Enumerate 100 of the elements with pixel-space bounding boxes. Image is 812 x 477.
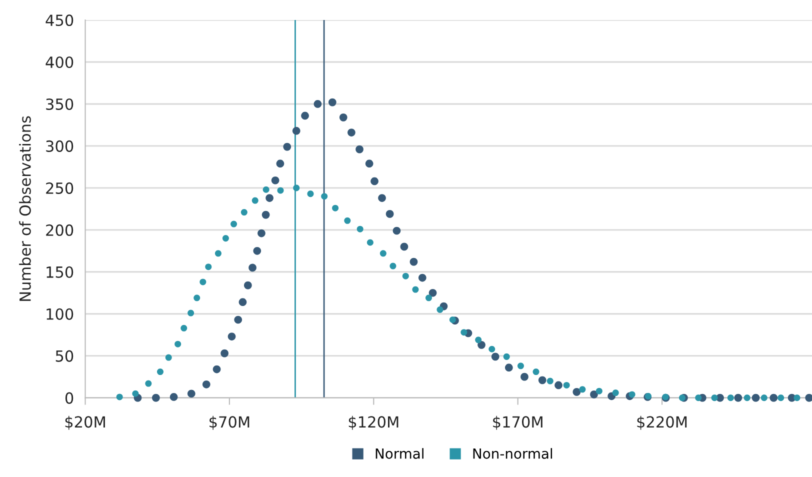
- point: [532, 368, 540, 376]
- point: [805, 394, 812, 402]
- point: [200, 278, 206, 286]
- point: [314, 100, 322, 108]
- y-tick-label: 350: [46, 98, 74, 110]
- point: [180, 324, 188, 332]
- point: [392, 226, 401, 235]
- point: [356, 145, 364, 154]
- point: [307, 190, 314, 198]
- point: [546, 378, 554, 384]
- point: [538, 376, 546, 384]
- point: [504, 364, 513, 372]
- point: [240, 209, 248, 216]
- point: [214, 250, 222, 257]
- point: [276, 160, 284, 168]
- point: [380, 250, 386, 257]
- point: [386, 210, 394, 218]
- point: [428, 288, 437, 297]
- point: [744, 394, 750, 402]
- point: [292, 126, 300, 135]
- point: [572, 388, 581, 396]
- point: [248, 264, 256, 272]
- y-tick-label: 250: [46, 182, 74, 194]
- x-tick-label: $70M: [210, 416, 250, 430]
- point: [170, 393, 178, 401]
- y-tick-label: 400: [46, 56, 74, 68]
- point: [258, 229, 266, 238]
- point: [734, 394, 742, 402]
- point: [230, 220, 238, 228]
- point: [449, 316, 456, 323]
- point: [187, 390, 196, 398]
- x-tick-label: $120M: [348, 416, 398, 430]
- point: [165, 354, 172, 361]
- point: [794, 394, 800, 402]
- point: [222, 235, 229, 242]
- point: [520, 372, 528, 381]
- point: [152, 394, 160, 402]
- point: [116, 394, 123, 400]
- point: [344, 217, 351, 224]
- point: [579, 386, 586, 393]
- point: [277, 187, 284, 194]
- point: [356, 226, 364, 232]
- point: [293, 184, 300, 192]
- point: [145, 380, 152, 387]
- point: [410, 258, 418, 266]
- point: [770, 394, 778, 402]
- point: [252, 197, 258, 204]
- point: [760, 394, 768, 402]
- point: [365, 160, 374, 168]
- point: [491, 352, 500, 361]
- point: [220, 349, 228, 358]
- point: [778, 394, 784, 402]
- y-tick-label: 300: [46, 140, 74, 152]
- point: [488, 346, 496, 352]
- point: [156, 368, 164, 376]
- point: [266, 194, 274, 202]
- point: [212, 365, 221, 374]
- point: [234, 316, 242, 324]
- point: [503, 353, 510, 360]
- point: [390, 262, 396, 270]
- point: [366, 239, 374, 246]
- point: [517, 362, 524, 370]
- point: [628, 391, 636, 398]
- point: [554, 381, 562, 390]
- point: [194, 294, 200, 302]
- y-tick-label: 50: [56, 350, 74, 362]
- point: [202, 380, 210, 388]
- point: [436, 306, 444, 313]
- point: [590, 390, 598, 398]
- point: [339, 113, 348, 122]
- point: [174, 340, 182, 348]
- point: [262, 186, 270, 193]
- point: [132, 390, 139, 397]
- point: [205, 264, 212, 270]
- point: [271, 176, 280, 184]
- x-tick-label: $20M: [65, 416, 105, 430]
- point: [238, 298, 247, 306]
- y-tick-label: 150: [46, 266, 74, 278]
- point: [425, 294, 432, 302]
- y-tick-label: 450: [46, 14, 74, 26]
- y-tick-label: 200: [46, 224, 74, 236]
- point: [301, 112, 309, 120]
- point: [678, 394, 686, 402]
- point: [321, 193, 328, 200]
- point: [695, 394, 702, 402]
- point: [752, 394, 760, 402]
- point: [711, 394, 718, 402]
- point: [400, 242, 408, 251]
- point: [412, 286, 419, 293]
- legend-label: Non-normal: [473, 448, 552, 459]
- y-axis-title: Number of Observations: [19, 116, 31, 301]
- point: [328, 98, 336, 106]
- point: [244, 281, 252, 290]
- point: [228, 332, 236, 340]
- legend-label: Normal: [376, 448, 424, 459]
- point: [460, 329, 468, 336]
- point: [348, 128, 356, 136]
- y-tick-label: 100: [46, 308, 74, 320]
- x-tick-label: $170M: [493, 416, 542, 430]
- point: [283, 142, 292, 151]
